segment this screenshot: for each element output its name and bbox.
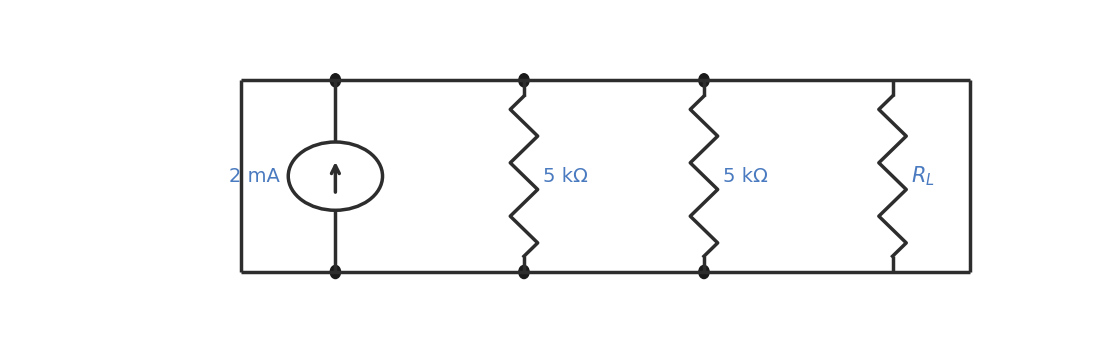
- Text: 2 mA: 2 mA: [229, 167, 280, 186]
- Ellipse shape: [519, 265, 529, 279]
- Ellipse shape: [331, 74, 341, 87]
- Ellipse shape: [519, 74, 529, 87]
- Text: 5 kΩ: 5 kΩ: [543, 167, 587, 186]
- Ellipse shape: [699, 265, 709, 279]
- Ellipse shape: [331, 265, 341, 279]
- Ellipse shape: [699, 74, 709, 87]
- Text: 5 kΩ: 5 kΩ: [723, 167, 768, 186]
- Text: $R_L$: $R_L$: [911, 164, 936, 188]
